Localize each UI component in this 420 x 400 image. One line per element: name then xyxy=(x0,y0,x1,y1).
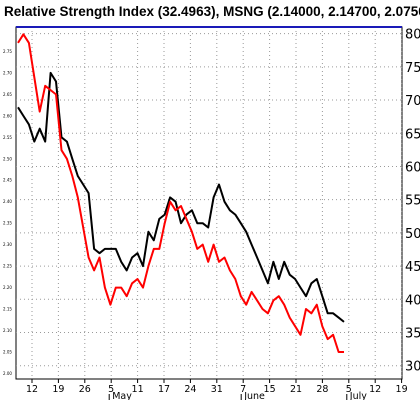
left-tick-label: 2.20 xyxy=(3,285,12,290)
x-tick-label: 5 xyxy=(346,384,352,395)
left-tick-label: 2.55 xyxy=(3,135,12,140)
right-tick-label: 80 xyxy=(405,28,420,43)
x-tick-label: 12 xyxy=(26,384,38,395)
left-tick-label: 2.30 xyxy=(3,242,12,247)
left-tick-label: 2.05 xyxy=(3,349,12,354)
x-tick-label: 12 xyxy=(369,384,381,395)
x-tick-label: 15 xyxy=(264,384,276,395)
right-tick-label: 50 xyxy=(405,227,420,242)
right-tick-label: 40 xyxy=(405,293,420,308)
left-tick-label: 2.15 xyxy=(3,307,12,312)
right-tick-label: 35 xyxy=(405,327,420,342)
x-tick-label: 5 xyxy=(108,384,114,395)
left-axis: 2.00 2.05 2.10 2.15 2.20 2.25 2.30 2.35 2.40 2.45… xyxy=(3,49,12,376)
x-tick-label: 11 xyxy=(132,384,144,395)
left-tick-label: 2.40 xyxy=(3,199,12,204)
x-tick-label: 7 xyxy=(240,384,246,395)
left-tick-label: 2.75 xyxy=(3,49,12,54)
x-tick-label: 21 xyxy=(290,384,302,395)
left-tick-label: 2.60 xyxy=(3,113,12,118)
right-tick-label: 60 xyxy=(405,160,420,175)
left-tick-label: 2.65 xyxy=(3,92,12,97)
series-line-1 xyxy=(17,33,344,353)
right-tick-label: 45 xyxy=(405,260,420,275)
left-tick-label: 2.35 xyxy=(3,221,12,226)
grid-layer xyxy=(16,27,403,379)
x-tick-label: 19 xyxy=(52,384,64,395)
x-tick-label: 19 xyxy=(396,384,408,395)
month-label: May xyxy=(112,391,132,400)
left-tick-label: 2.10 xyxy=(3,328,12,333)
left-tick-label: 2.70 xyxy=(3,70,12,75)
left-tick-label: 2.25 xyxy=(3,264,12,269)
right-tick-label: 75 xyxy=(405,61,420,76)
series-layer xyxy=(17,33,345,353)
x-tick-label: 17 xyxy=(158,384,170,395)
right-axis: 30 35 40 45 50 55 60 65 70 75 80 xyxy=(405,28,420,375)
left-tick-label: 2.50 xyxy=(3,156,12,161)
x-axis: 12 19 26 5 11 17 24 31 7 15 21 28 5 12 19 May June July xyxy=(26,379,408,400)
chart-title: Relative Strength Index (32.4963), MSNG … xyxy=(4,4,420,19)
x-tick-label: 31 xyxy=(211,384,223,395)
left-tick-label: 2.45 xyxy=(3,178,12,183)
month-label: July xyxy=(349,391,367,400)
right-tick-label: 55 xyxy=(405,194,420,209)
series-line-0 xyxy=(17,71,345,323)
right-tick-label: 70 xyxy=(405,94,420,109)
x-tick-label: 28 xyxy=(316,384,328,395)
right-tick-label: 30 xyxy=(405,360,420,375)
x-tick-label: 26 xyxy=(79,384,91,395)
left-tick-label: 2.00 xyxy=(3,371,12,376)
month-label: June xyxy=(243,391,265,400)
x-tick-label: 24 xyxy=(184,384,196,395)
right-tick-label: 65 xyxy=(405,127,420,142)
